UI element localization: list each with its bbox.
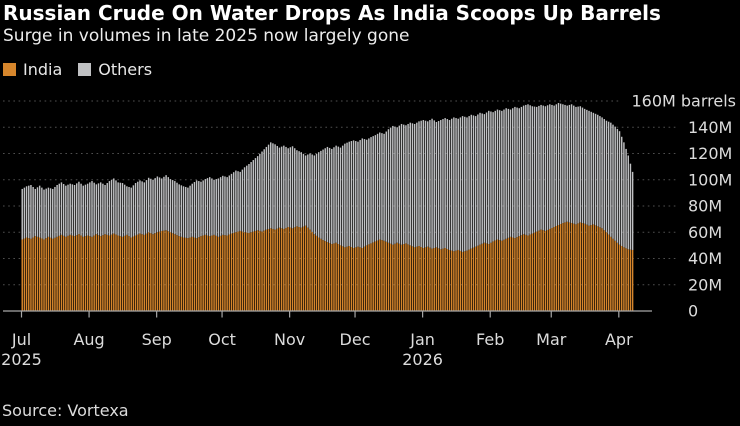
chart-title: Russian Crude On Water Drops As India Sc… — [3, 1, 661, 25]
legend-label: India — [23, 60, 63, 79]
y-axis-tick-label: 20M — [688, 275, 722, 294]
x-axis-year-label: 2026 — [402, 350, 443, 369]
x-axis — [3, 310, 652, 318]
x-axis-year-label: 2025 — [1, 350, 42, 369]
y-axis-tick-label: 160M barrels — [631, 92, 736, 111]
y-axis-tick-label: 40M — [688, 249, 722, 268]
legend-label: Others — [98, 60, 153, 79]
x-axis-month-label: Oct — [208, 330, 236, 349]
x-axis-month-label: Nov — [274, 330, 305, 349]
x-axis-month-label: Aug — [73, 330, 104, 349]
y-axis-tick-label: 80M — [688, 197, 722, 216]
x-axis-month-label: Apr — [605, 330, 633, 349]
y-axis-tick-label: 120M — [688, 144, 732, 163]
legend: India Others — [3, 61, 152, 78]
axis-labels: 160M barrels 140M 120M 100M 80M 60M 40M 20M 0 Jul… — [1, 92, 736, 370]
bars-stacked — [21, 102, 634, 311]
y-axis-tick-label: 60M — [688, 223, 722, 242]
legend-item-others: Others — [78, 61, 152, 78]
y-axis-tick-label: 100M — [688, 170, 732, 189]
x-axis-month-label: Feb — [476, 330, 504, 349]
y-axis-tick-label: 140M — [688, 118, 732, 137]
y-axis-tick-label: 0 — [688, 302, 698, 321]
legend-swatch-icon — [3, 63, 16, 76]
x-axis-month-label: Jul — [11, 330, 31, 349]
x-axis-month-label: Jan — [409, 330, 435, 349]
chart-subtitle: Surge in volumes in late 2025 now largel… — [3, 26, 410, 46]
legend-item-india: India — [3, 61, 62, 78]
x-axis-month-label: Dec — [340, 330, 371, 349]
x-axis-month-label: Mar — [536, 330, 567, 349]
x-axis-month-label: Sep — [142, 330, 172, 349]
source-note: Source: Vortexa — [2, 401, 129, 420]
legend-swatch-icon — [78, 63, 92, 76]
